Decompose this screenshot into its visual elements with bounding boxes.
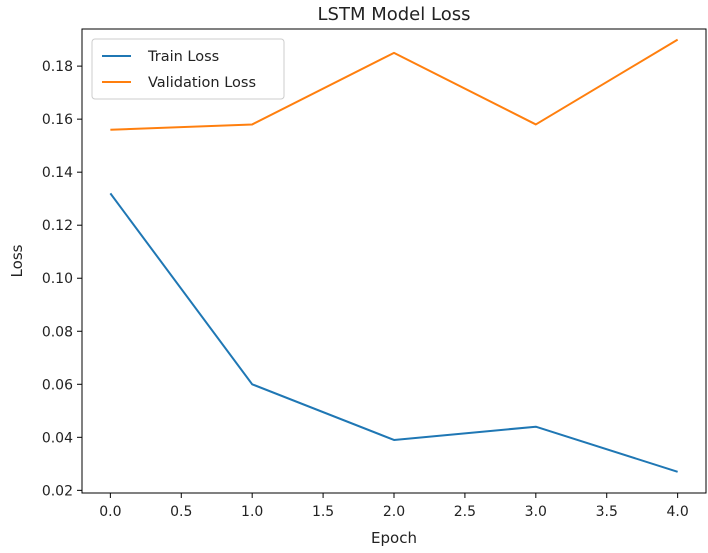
chart-title: LSTM Model Loss	[318, 4, 471, 25]
data-point-train-loss	[251, 383, 253, 385]
legend-label-validation-loss: Validation Loss	[148, 75, 256, 91]
y-tick-label: 0.14	[42, 165, 73, 181]
x-tick-label: 1.5	[312, 504, 334, 520]
x-tick-label: 3.0	[525, 504, 547, 520]
series-line-train-loss	[109, 192, 678, 473]
legend-label-train-loss: Train Loss	[147, 49, 219, 65]
y-tick-label: 0.04	[42, 430, 73, 446]
y-tick-label: 0.12	[42, 218, 73, 234]
series-layer	[109, 38, 679, 473]
x-axis: 0.0 0.5 1.0 1.5 2.0 2.5 3.0 3.5 4.0	[99, 493, 689, 520]
data-point-train-loss	[109, 192, 111, 194]
x-tick-label: 2.5	[454, 504, 476, 520]
y-tick-label: 0.18	[42, 59, 73, 75]
x-tick-label: 0.5	[170, 504, 192, 520]
y-tick-label: 0.06	[42, 377, 73, 393]
legend-box	[91, 38, 285, 100]
x-tick-label: 1.0	[241, 504, 263, 520]
legend: Train Loss Validation Loss	[91, 38, 285, 100]
y-tick-label: 0.16	[42, 112, 73, 128]
x-tick-label: 4.0	[667, 504, 689, 520]
x-tick-label: 3.5	[596, 504, 618, 520]
data-point-validation-loss	[109, 129, 111, 131]
series-line-validation-loss	[110, 38, 679, 131]
y-tick-label: 0.02	[42, 483, 73, 499]
y-axis: 0.02 0.04 0.06 0.08 0.10 0.12 0.14 0.16 0.18	[42, 59, 82, 499]
x-axis-title: Epoch	[371, 529, 417, 547]
data-point-validation-loss	[251, 123, 253, 125]
data-point-train-loss	[535, 426, 537, 428]
data-point-train-loss	[677, 471, 679, 473]
x-tick-label: 0.0	[99, 504, 121, 520]
data-point-validation-loss	[393, 52, 395, 54]
x-tick-label: 2.0	[383, 504, 405, 520]
y-tick-label: 0.08	[42, 324, 73, 340]
y-tick-label: 0.10	[42, 271, 73, 287]
y-axis-title: Loss	[8, 244, 26, 277]
data-point-validation-loss	[677, 39, 679, 41]
data-point-train-loss	[393, 439, 395, 441]
data-point-validation-loss	[535, 123, 537, 125]
